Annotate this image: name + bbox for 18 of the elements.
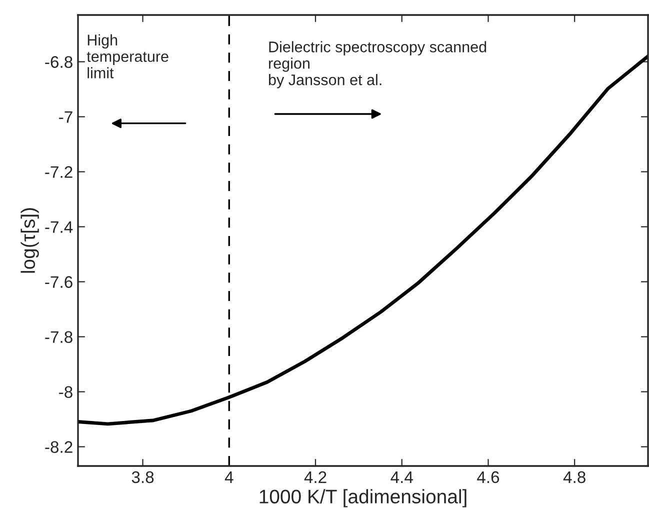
y-axis-title: log(τ[s]) xyxy=(20,208,39,273)
y-tick-label: -8 xyxy=(59,386,72,398)
x-tick-label: 4 xyxy=(224,471,234,483)
annotation: Dielectric spectroscopy scanned region by Jansson et al. xyxy=(268,41,486,88)
y-tick-label: -8.2 xyxy=(45,441,72,453)
annotation: High temperature limit xyxy=(86,34,168,78)
y-tick-label: -7 xyxy=(59,111,72,123)
y-tick-label: -7.4 xyxy=(45,221,73,233)
x-tick-label: 4.4 xyxy=(390,471,413,483)
y-tick-label: -7.8 xyxy=(45,331,72,343)
y-tick-label: -6.8 xyxy=(45,56,72,68)
x-axis-title: 1000 K/T [adimensional] xyxy=(260,489,466,508)
y-tick-label: -7.6 xyxy=(45,276,72,288)
x-tick-label: 4.2 xyxy=(304,471,326,483)
x-tick-label: 4.8 xyxy=(563,471,586,484)
x-tick-label: 4.6 xyxy=(477,471,500,484)
y-tick-label: -7.2 xyxy=(45,166,72,178)
x-tick-label: 3.8 xyxy=(132,471,154,484)
